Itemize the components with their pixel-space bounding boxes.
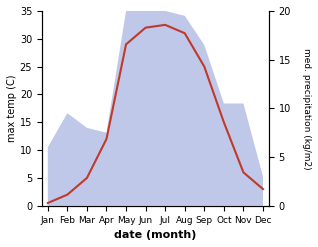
Y-axis label: max temp (C): max temp (C) (7, 75, 17, 142)
X-axis label: date (month): date (month) (114, 230, 197, 240)
Y-axis label: med. precipitation (kg/m2): med. precipitation (kg/m2) (302, 48, 311, 169)
